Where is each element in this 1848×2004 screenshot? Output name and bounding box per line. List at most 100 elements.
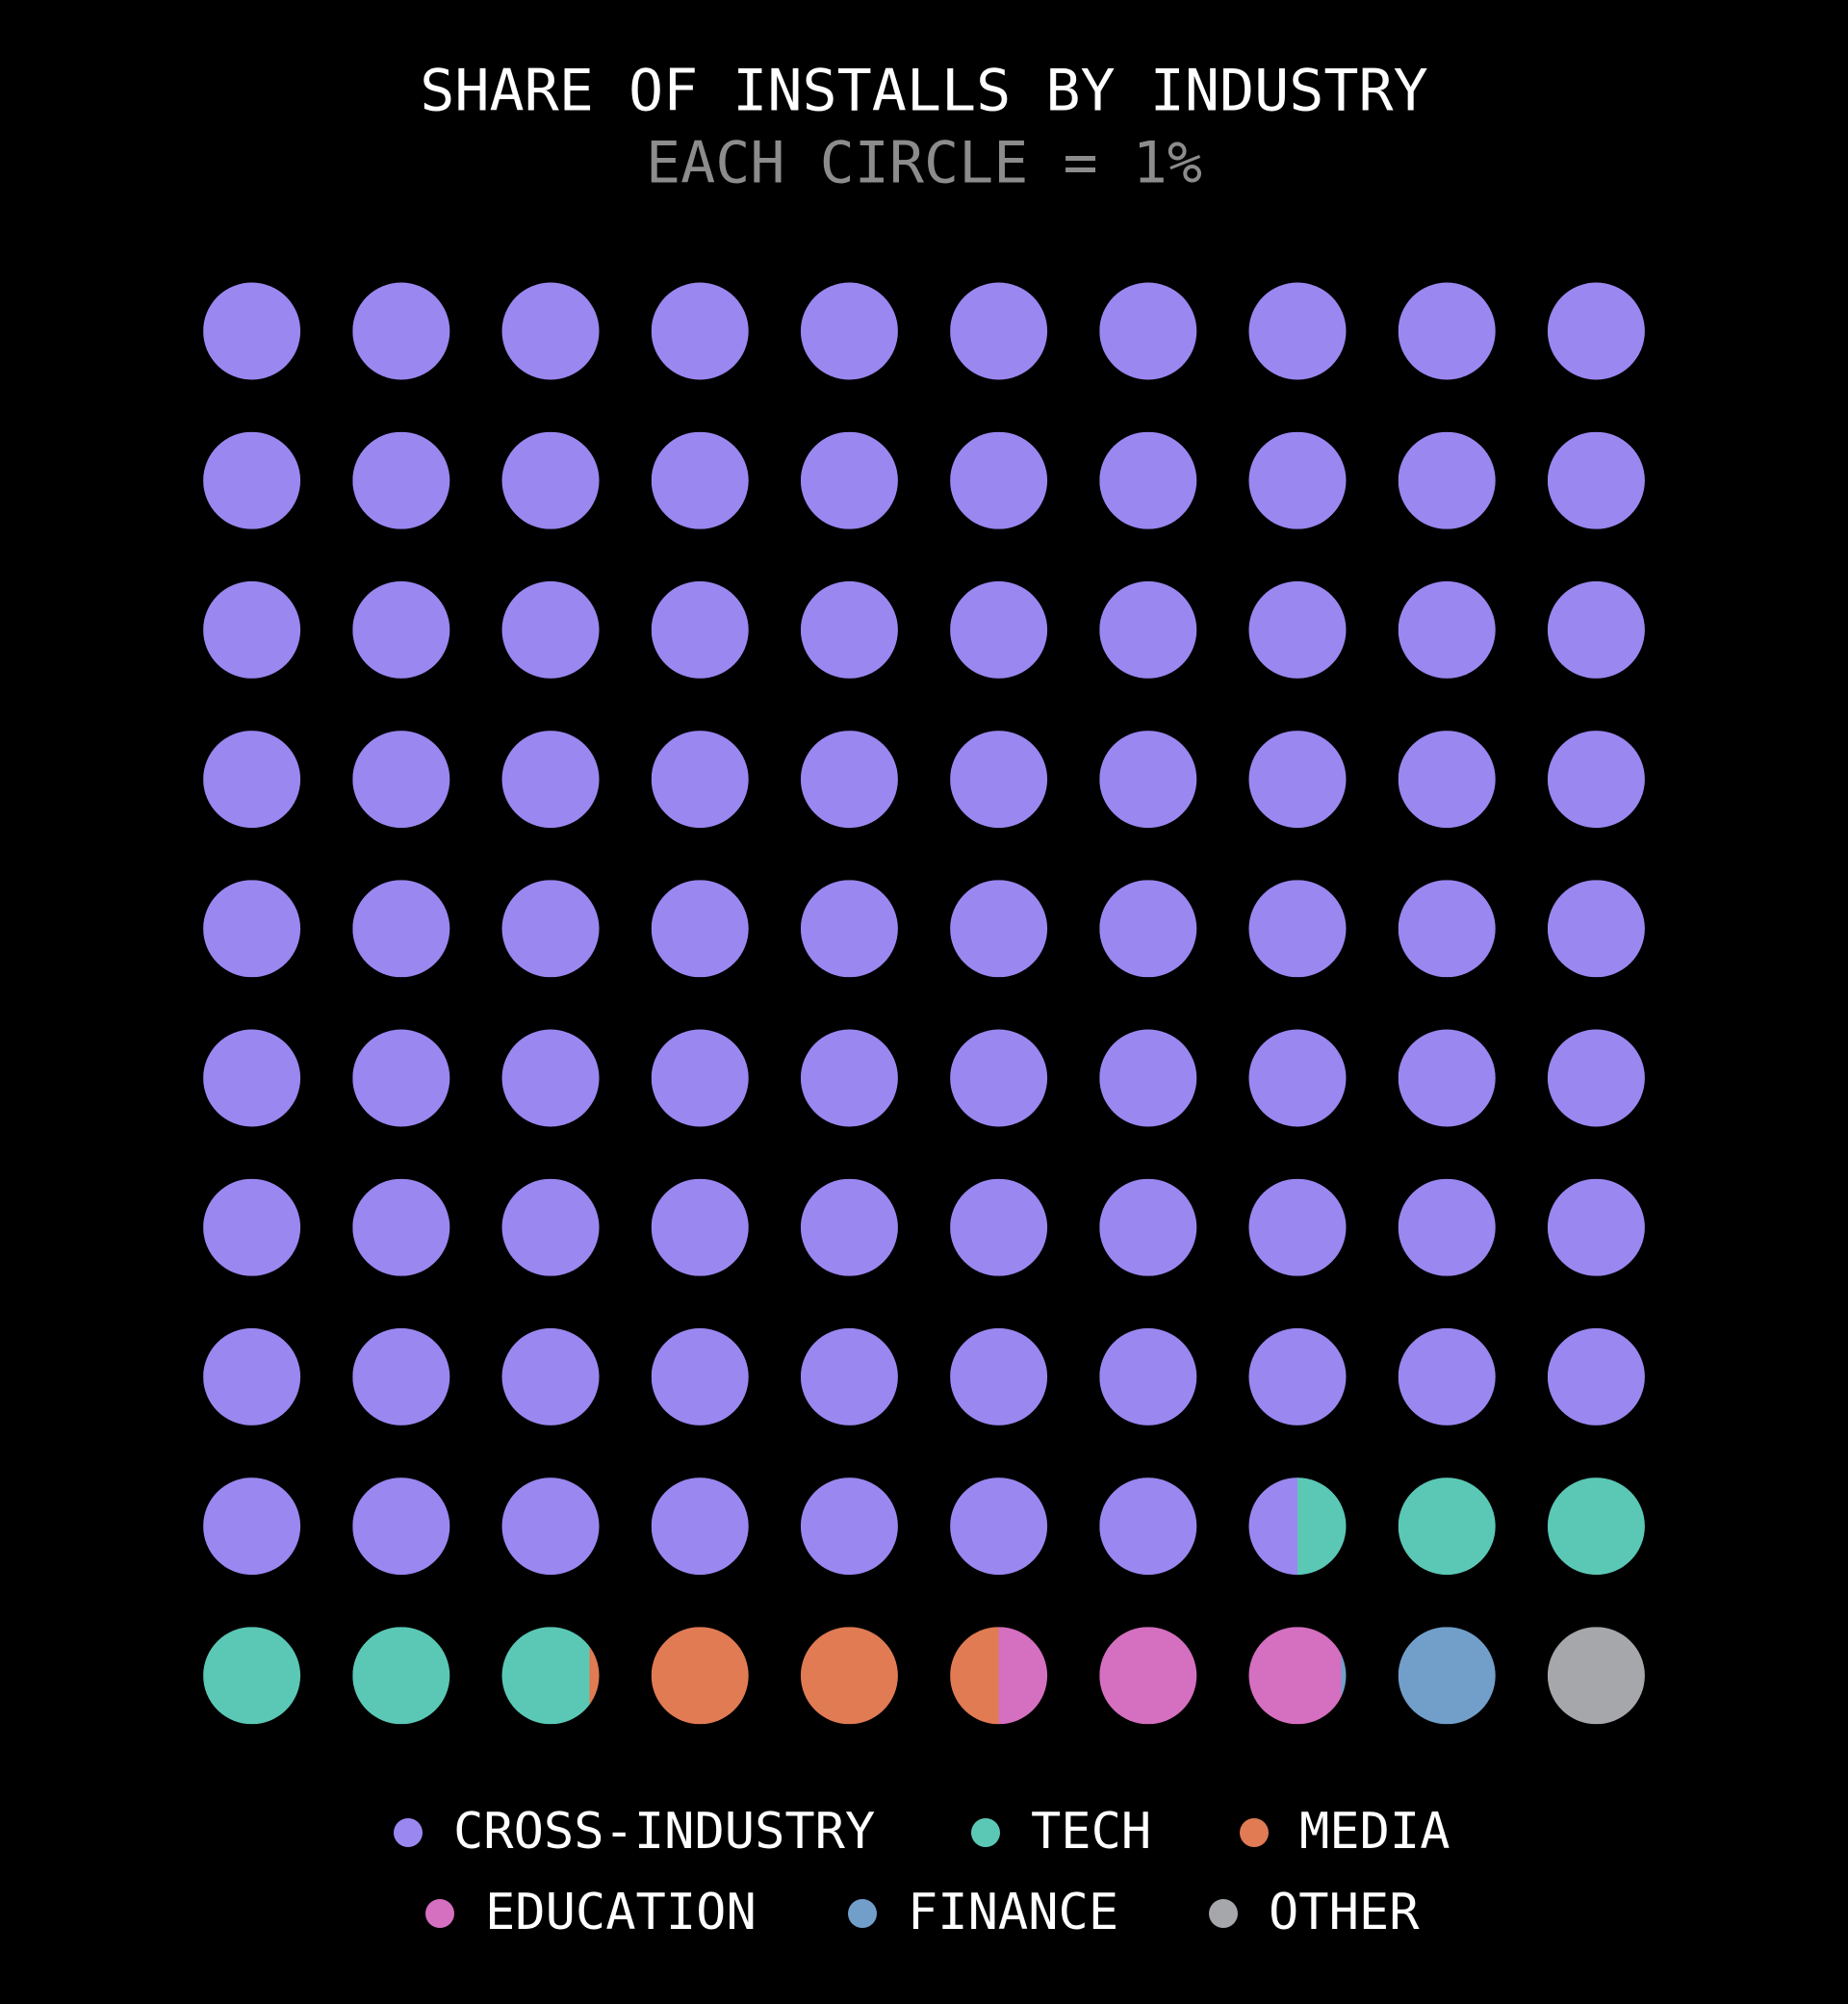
waffle-cell xyxy=(1547,1178,1645,1276)
waffle-cell xyxy=(501,1029,600,1127)
waffle-cell xyxy=(1341,1627,1347,1725)
legend-label: MEDIA xyxy=(1299,1803,1450,1861)
waffle-cell xyxy=(950,1029,1048,1127)
waffle-cell xyxy=(1398,880,1496,978)
chart-title: SHARE OF INSTALLS BY INDUSTRY xyxy=(420,58,1428,125)
waffle-cell xyxy=(352,1477,450,1576)
waffle-cell xyxy=(1248,282,1347,380)
waffle-cell xyxy=(1248,1627,1342,1725)
legend-label: OTHER xyxy=(1269,1884,1420,1941)
waffle-cell xyxy=(203,1477,301,1576)
waffle-cell xyxy=(501,1627,590,1725)
waffle-cell xyxy=(1099,282,1197,380)
waffle-cell xyxy=(1099,1327,1197,1426)
waffle-cell xyxy=(651,1178,749,1276)
waffle-cell xyxy=(950,580,1048,679)
waffle-cell xyxy=(203,1178,301,1276)
legend-label: FINANCE xyxy=(908,1884,1118,1941)
waffle-cell xyxy=(352,731,450,829)
waffle-cell xyxy=(651,1029,749,1127)
waffle-cell xyxy=(501,1178,600,1276)
waffle-cell xyxy=(1099,431,1197,529)
waffle-cell xyxy=(800,1178,898,1276)
waffle-cell xyxy=(1099,880,1197,978)
waffle-cell xyxy=(352,1627,450,1725)
waffle-cell xyxy=(352,580,450,679)
waffle-cell xyxy=(950,1327,1048,1426)
waffle-cell xyxy=(950,431,1048,529)
waffle-cell xyxy=(950,880,1048,978)
waffle-cell xyxy=(1547,880,1645,978)
legend-swatch xyxy=(425,1899,454,1928)
legend-swatch xyxy=(1240,1818,1269,1847)
waffle-cell xyxy=(1398,1178,1496,1276)
waffle-cell xyxy=(1248,431,1347,529)
waffle-cell xyxy=(352,1327,450,1426)
waffle-cell xyxy=(501,282,600,380)
waffle-cell xyxy=(651,282,749,380)
waffle-cell xyxy=(501,580,600,679)
waffle-cell xyxy=(800,880,898,978)
waffle-cell xyxy=(800,1327,898,1426)
waffle-cell xyxy=(1547,731,1645,829)
waffle-cell xyxy=(203,880,301,978)
waffle-cell xyxy=(950,1477,1048,1576)
waffle-cell xyxy=(1248,731,1347,829)
waffle-cell xyxy=(1099,1627,1197,1725)
waffle-cell xyxy=(1099,1029,1197,1127)
waffle-cell xyxy=(203,282,301,380)
legend-swatch xyxy=(848,1899,877,1928)
waffle-cell xyxy=(203,731,301,829)
waffle-cell xyxy=(1398,580,1496,679)
chart-subtitle: EACH CIRCLE = 1% xyxy=(646,130,1202,197)
waffle-cell xyxy=(352,880,450,978)
waffle-cell xyxy=(1099,1178,1197,1276)
legend-swatch xyxy=(971,1818,1000,1847)
waffle-cell xyxy=(1547,282,1645,380)
waffle-cell xyxy=(1248,1327,1347,1426)
waffle-cell xyxy=(651,731,749,829)
waffle-cell xyxy=(1547,1029,1645,1127)
waffle-cell xyxy=(1248,880,1347,978)
waffle-cell xyxy=(1547,1477,1645,1576)
waffle-cell xyxy=(203,1327,301,1426)
waffle-cell xyxy=(1398,431,1496,529)
waffle-cell xyxy=(501,731,600,829)
waffle-cell xyxy=(352,282,450,380)
waffle-cell xyxy=(501,431,600,529)
waffle-cell xyxy=(1547,431,1645,529)
waffle-cell xyxy=(203,431,301,529)
waffle-cell xyxy=(1248,580,1347,679)
waffle-cell xyxy=(651,1477,749,1576)
waffle-cell xyxy=(1099,580,1197,679)
waffle-cell xyxy=(800,1029,898,1127)
waffle-cell xyxy=(501,1477,600,1576)
waffle-cell xyxy=(203,1627,301,1725)
waffle-cell xyxy=(651,580,749,679)
waffle-cell xyxy=(203,580,301,679)
waffle-cell xyxy=(1099,1477,1197,1576)
waffle-cell xyxy=(1398,731,1496,829)
waffle-cell xyxy=(1398,1477,1496,1576)
waffle-cell xyxy=(589,1627,600,1725)
waffle-cell xyxy=(651,431,749,529)
waffle-cell xyxy=(950,731,1048,829)
waffle-cell xyxy=(950,282,1048,380)
waffle-cell xyxy=(1398,1029,1496,1127)
waffle-cell xyxy=(501,880,600,978)
waffle-cell xyxy=(1248,1178,1347,1276)
waffle-cell xyxy=(1398,1627,1496,1725)
waffle-cell xyxy=(800,1627,898,1725)
waffle-cell xyxy=(800,431,898,529)
legend-label: EDUCATION xyxy=(485,1884,757,1941)
waffle-cell xyxy=(651,880,749,978)
waffle-cell xyxy=(1398,1327,1496,1426)
legend-swatch xyxy=(394,1818,423,1847)
legend-swatch xyxy=(1209,1899,1238,1928)
waffle-cell xyxy=(1099,731,1197,829)
waffle-cell xyxy=(203,1029,301,1127)
waffle-cell xyxy=(352,431,450,529)
waffle-cell xyxy=(651,1627,749,1725)
waffle-cell xyxy=(800,731,898,829)
